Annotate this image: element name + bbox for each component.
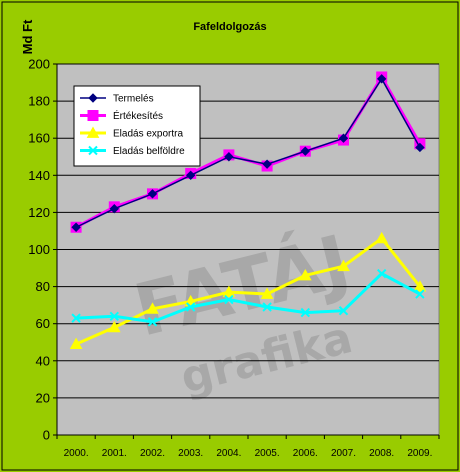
legend-marker: [88, 93, 98, 103]
data-point: [375, 231, 389, 244]
x-tick-label: 2007.: [331, 448, 356, 459]
x-tick-label: 2005.: [255, 448, 280, 459]
y-tick-label: 0: [43, 428, 50, 443]
y-tick-label: 140: [28, 168, 50, 183]
data-point: [298, 268, 312, 281]
x-tick-label: 2004.: [216, 448, 241, 459]
data-point: [338, 133, 349, 143]
legend-label: Eladás belföldre: [113, 146, 185, 157]
data-point: [109, 203, 120, 214]
series-line: [76, 271, 421, 324]
data-point: [262, 302, 272, 312]
series-0: [71, 74, 425, 232]
data-point: [69, 337, 83, 350]
y-tick-label: 20: [36, 390, 50, 405]
data-point: [109, 311, 120, 321]
data-point: [146, 302, 159, 314]
y-tick-label: 120: [28, 205, 50, 220]
y-tick-label: 200: [28, 57, 50, 72]
series-3: [71, 268, 425, 327]
data-point: [185, 170, 196, 181]
y-tick-label: 40: [36, 353, 50, 368]
series-group: [69, 71, 427, 350]
x-tick-label: 2006.: [293, 448, 318, 459]
x-tick-label: 2001.: [102, 448, 127, 459]
legend-label: Eladás exportra: [113, 129, 183, 140]
legend-item: Eladás exportra: [80, 126, 183, 140]
x-axis-ticks: 2000. 2001. 2002. 2003. 2004. 2005. 2006. 2007.…: [56, 434, 440, 459]
data-point: [337, 259, 350, 272]
data-point: [262, 159, 272, 169]
series-line: [75, 77, 421, 228]
data-point: [185, 302, 196, 312]
data-point: [107, 320, 121, 333]
y-tick-label: 60: [36, 316, 50, 331]
y-tick-label: 180: [28, 94, 50, 109]
data-point: [147, 317, 158, 327]
x-tick-label: 2002.: [140, 448, 165, 459]
x-tick-label: 2008.: [369, 448, 394, 459]
x-tick-label: 2000.: [64, 448, 89, 459]
chart-title: Fafeldolgozás: [193, 21, 266, 33]
legend: Termelés Értékesítés Eladás exportra Eladás…: [73, 85, 201, 167]
data-point: [222, 285, 236, 298]
x-tick-label: 2003.: [178, 448, 203, 459]
data-point: [71, 222, 81, 232]
data-point: [415, 142, 425, 153]
data-point: [224, 152, 234, 162]
legend-marker: [86, 126, 100, 138]
y-tick-label: 100: [28, 242, 50, 257]
y-axis-ticks: 0 20 40 60 80 100 120 140 160 180 200: [28, 57, 58, 443]
y-axis-label: Md Ft: [20, 19, 35, 54]
data-point: [300, 146, 311, 156]
data-point: [224, 294, 234, 305]
data-point: [413, 280, 427, 292]
y-tick-label: 80: [36, 279, 50, 294]
data-point: [71, 313, 81, 323]
legend-label: Termelés: [113, 94, 154, 105]
legend-label: Értékesítés: [113, 109, 163, 122]
legend-item: Eladás belföldre: [80, 145, 185, 157]
y-tick-label: 160: [28, 131, 50, 146]
legend-item: Értékesítés: [80, 109, 163, 122]
data-point: [415, 289, 425, 299]
data-point: [147, 189, 158, 199]
legend-marker: [87, 110, 99, 121]
x-tick-label: 2009.: [407, 448, 432, 459]
legend-item: Termelés: [80, 93, 154, 105]
data-point: [338, 306, 349, 316]
data-point: [376, 268, 387, 279]
data-point: [300, 307, 311, 318]
legend-marker: [88, 145, 98, 156]
data-point: [260, 287, 274, 299]
data-point: [376, 74, 387, 84]
